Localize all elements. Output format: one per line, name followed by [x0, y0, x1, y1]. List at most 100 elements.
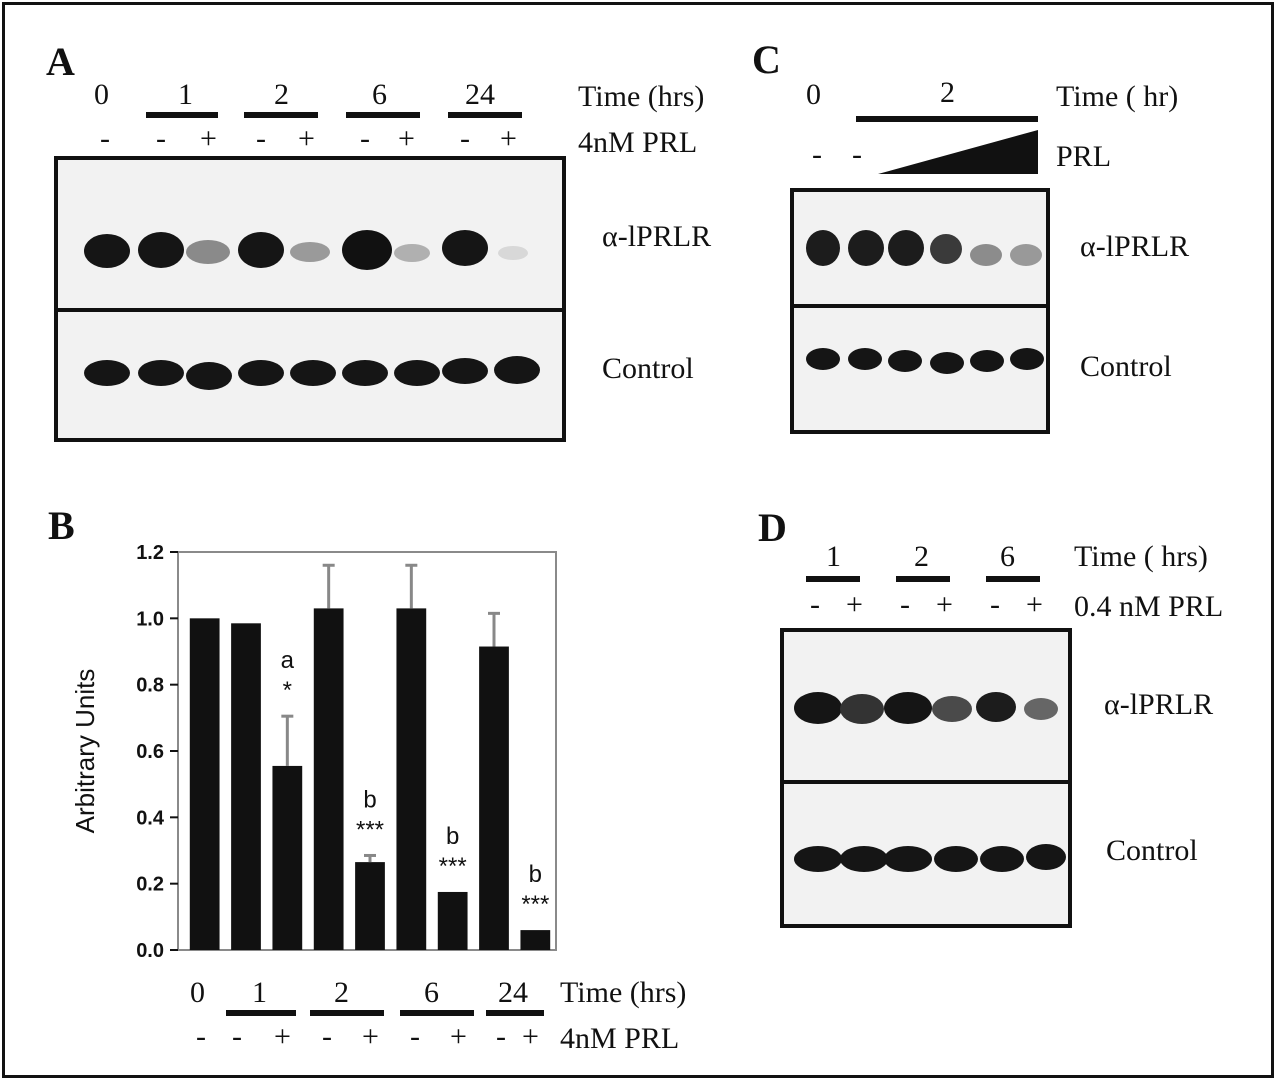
- panel-c-time-0: 0: [806, 78, 821, 111]
- panel-c-time-2: 2: [940, 76, 955, 109]
- blot-band: [980, 846, 1024, 872]
- panel-b-group-line: [310, 1010, 384, 1016]
- panel-d-blot: [780, 628, 1072, 928]
- panel-c-group-line: [856, 116, 1038, 122]
- panel-d-sign: +: [846, 588, 863, 621]
- panel-a-group-line: [146, 112, 218, 118]
- panel-c-label: C: [752, 37, 781, 82]
- y-axis-label: Arbitrary Units: [70, 669, 100, 834]
- blot-band: [138, 360, 184, 386]
- blot-band: [1024, 698, 1058, 720]
- blot-band: [970, 350, 1004, 372]
- panel-a-label: A: [46, 39, 75, 84]
- panel-a-lprlr-label: α-lPRLR: [602, 220, 712, 253]
- panel-a-sign: -: [100, 122, 110, 155]
- panel-a-sign: +: [500, 122, 517, 155]
- bar: [355, 862, 385, 950]
- panel-b-group-line: [400, 1010, 474, 1016]
- panel-a-blot: [54, 156, 566, 442]
- blot-band: [848, 230, 884, 266]
- panel-b-time-1: 1: [252, 976, 267, 1009]
- blot-band: [394, 360, 440, 386]
- panel-a-time-24: 24: [465, 78, 495, 111]
- blot-band: [884, 692, 932, 724]
- y-tick-label: 0.0: [136, 940, 164, 962]
- panel-d-group-line: [896, 576, 950, 582]
- panel-b-time-0: 0: [190, 976, 205, 1009]
- blot-band: [394, 244, 430, 262]
- blot-band: [976, 692, 1016, 722]
- panel-d-time-2: 2: [914, 540, 929, 573]
- panel-a-control-label: Control: [602, 352, 694, 385]
- bar: [231, 623, 261, 950]
- panel-c-lprlr-label: α-lPRLR: [1080, 230, 1190, 263]
- panel-d-sign: +: [1026, 588, 1043, 621]
- blot-band: [888, 230, 924, 266]
- significance-letter: b: [529, 861, 542, 888]
- panel-b-sign: +: [274, 1020, 291, 1053]
- bar: [396, 608, 427, 950]
- blot-band: [342, 360, 388, 386]
- blot-band: [840, 694, 884, 724]
- bar-chart: Arbitrary Units 0.0 0.2 0.4 0.6 0.8 1.0 1.2 * a *…: [70, 542, 557, 962]
- y-tick-label: 1.2: [136, 542, 164, 564]
- y-tick-label: 1.0: [136, 608, 164, 630]
- panel-b-label: B: [48, 503, 75, 548]
- blot-band: [794, 846, 842, 872]
- blot-band: [494, 356, 540, 384]
- y-tick-label: 0.8: [136, 675, 164, 697]
- blot-band: [238, 232, 284, 268]
- bar: [272, 765, 303, 950]
- blot-band: [806, 230, 840, 266]
- bar: [479, 646, 509, 950]
- blot-band: [884, 846, 932, 872]
- blot-band: [970, 244, 1002, 266]
- blot-band: [342, 230, 392, 270]
- panel-b-sign: +: [522, 1020, 539, 1053]
- blot-band: [290, 242, 330, 262]
- blot-band: [442, 230, 488, 266]
- blot-band: [934, 846, 978, 872]
- panel-d-sign: -: [990, 588, 1000, 621]
- bar: [313, 608, 344, 950]
- panel-d-treatment-label: 0.4 nM PRL: [1074, 590, 1224, 623]
- panel-d-sign: -: [900, 588, 910, 621]
- panel-a-sign: +: [298, 122, 315, 155]
- blot-band: [442, 358, 488, 384]
- panel-b-group-line: [226, 1010, 296, 1016]
- y-tick-label: 0.6: [136, 741, 164, 763]
- blot-band: [930, 234, 962, 264]
- panel-d-group-line: [806, 576, 860, 582]
- panel-a-group-line: [346, 112, 420, 118]
- blot-band: [238, 360, 284, 386]
- bar: [189, 618, 220, 950]
- blot-band: [932, 696, 972, 722]
- panel-b-treatment-label: 4nM PRL: [560, 1022, 680, 1055]
- significance-stars: ***: [356, 816, 384, 843]
- blot-separator: [794, 304, 1046, 308]
- panel-d-sign: -: [810, 588, 820, 621]
- y-tick-label: 0.2: [136, 874, 164, 896]
- panel-b-group-line: [486, 1010, 544, 1016]
- panel-b-sign: -: [196, 1020, 206, 1053]
- bar: [520, 930, 551, 950]
- panel-d-control-label: Control: [1106, 834, 1198, 867]
- panel-a-time-2: 2: [274, 78, 289, 111]
- panel-a-treatment-label: 4nM PRL: [578, 126, 698, 159]
- panel-a-sign: -: [156, 122, 166, 155]
- panel-d-group-line: [986, 576, 1040, 582]
- panel-a-time-6: 6: [372, 78, 387, 111]
- blot-band: [1010, 244, 1042, 266]
- panel-b-sign: -: [496, 1020, 506, 1053]
- blot-band: [138, 232, 184, 268]
- blot-band: [186, 240, 230, 264]
- panel-c-sign: -: [852, 138, 862, 171]
- blot-band: [290, 360, 336, 386]
- panel-a-group-line: [244, 112, 318, 118]
- significance-stars: ***: [521, 891, 549, 918]
- panel-b-sign: -: [410, 1020, 420, 1053]
- significance-letter: b: [446, 823, 459, 850]
- panel-b-time-6: 6: [424, 976, 439, 1009]
- blot-band: [848, 348, 882, 370]
